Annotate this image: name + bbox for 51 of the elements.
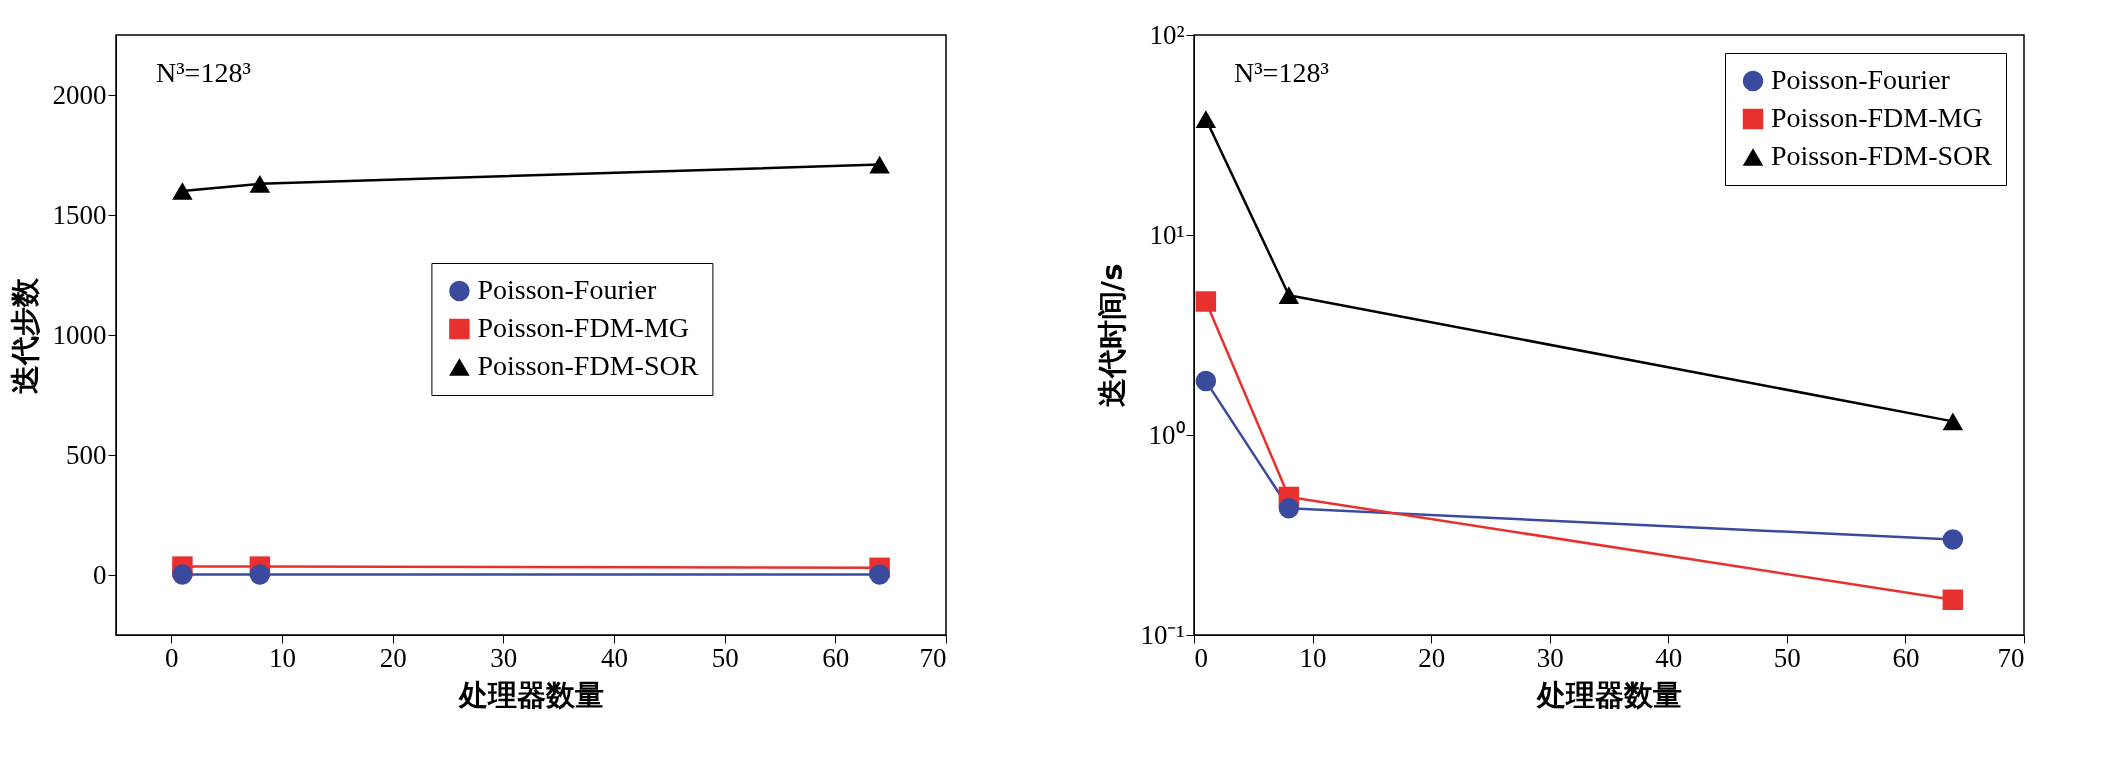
x-tick-label: 60 [1892,642,1920,673]
x-tick-label: 10 [1299,642,1327,673]
y-tick-label: 10⁻¹ [1140,619,1185,650]
x-tick-label: 20 [1418,642,1446,673]
x-tick-label: 30 [1536,642,1564,673]
x-tick-label: 70 [1997,642,2025,673]
y-tick-label: 500 [66,439,107,470]
point [1195,110,1217,128]
point [1278,286,1300,305]
y-tick-label: 10¹ [1149,219,1185,250]
legend-label: Poisson-FDM-MG [1771,102,1983,133]
legend-label: Poisson-Fourier [1771,64,1951,95]
y-tick-label: 1000 [52,319,107,350]
x-tick-label: 70 [919,642,947,673]
point [1942,412,1964,431]
legend-label: Poisson-FDM-SOR [477,350,699,381]
point [1278,498,1300,519]
y-axis-title: 迭代时间/s [1095,263,1130,408]
annotation: N³=128³ [156,57,251,88]
point [1195,291,1217,312]
y-tick-label: 1500 [52,199,107,230]
legend-label: Poisson-FDM-MG [477,312,690,343]
x-tick-label: 0 [165,642,179,673]
x-tick-label: 40 [1655,642,1683,673]
point [869,564,890,585]
point [172,182,193,200]
y-tick-label: 0 [93,559,107,590]
point [1195,370,1217,392]
point [1942,589,1964,611]
legend-label: Poisson-Fourier [477,274,657,305]
annotation: N³=128³ [1234,57,1329,88]
y-tick-label: 10² [1149,19,1185,50]
point [172,564,193,585]
x-tick-label: 40 [601,642,628,673]
point [1942,529,1964,550]
x-axis-title: 处理器数量 [458,677,604,712]
x-tick-label: 30 [490,642,518,673]
y-axis-title: 迭代步数 [7,276,42,394]
x-tick-label: 0 [1194,642,1208,673]
point [869,155,890,174]
point [249,174,271,193]
point [249,564,271,585]
x-tick-label: 10 [269,642,296,673]
y-tick-label: 10⁰ [1148,419,1185,450]
x-axis-title: 处理器数量 [1536,677,1682,712]
x-tick-label: 60 [822,642,850,673]
x-tick-label: 50 [1773,642,1801,673]
y-tick-label: 2000 [52,79,107,110]
x-tick-label: 20 [379,642,407,673]
legend-label: Poisson-FDM-SOR [1771,140,1993,171]
x-tick-label: 50 [711,642,739,673]
